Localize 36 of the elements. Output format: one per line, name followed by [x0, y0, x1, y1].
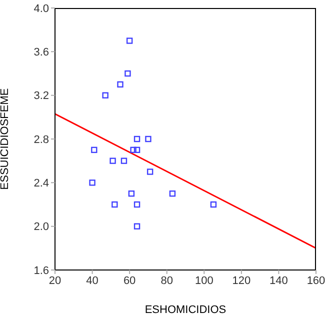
point	[89, 180, 96, 186]
x-tick-label: 160	[306, 274, 325, 287]
point	[126, 38, 133, 44]
point	[112, 201, 118, 208]
y-tick-label: 2.4	[34, 178, 49, 190]
point	[102, 92, 108, 98]
x-axis-title: ESHOMICIDIOS	[144, 304, 226, 316]
point	[120, 158, 128, 164]
x-tick-label: 40	[86, 274, 98, 287]
point	[134, 146, 140, 154]
point	[110, 158, 116, 164]
y-tick-label: 2.8	[34, 134, 49, 146]
point	[124, 70, 131, 77]
y-tick-label: 3.6	[34, 46, 49, 59]
point	[117, 81, 124, 88]
point	[146, 168, 154, 175]
point	[134, 136, 140, 142]
point	[128, 190, 135, 197]
y-tick-label: 1.6	[34, 264, 49, 277]
x-tick-label: 140	[270, 274, 288, 287]
y-axis-title: ESSUICIDIOSFEME	[0, 88, 11, 190]
x-tick-label: 80	[160, 274, 173, 287]
point	[91, 146, 98, 154]
x-tick-label: 60	[123, 274, 136, 287]
point	[134, 223, 140, 230]
point	[134, 201, 140, 208]
point	[130, 146, 136, 154]
point	[145, 136, 152, 142]
y-tick-label: 4.0	[34, 2, 49, 15]
y-tick-label: 2.0	[34, 221, 49, 234]
point	[169, 190, 176, 197]
x-tick-label: 100	[194, 274, 214, 287]
x-tick-label: 20	[48, 274, 62, 287]
x-tick-label: 120	[232, 274, 251, 287]
y-tick-label: 3.2	[34, 90, 49, 102]
point	[210, 201, 217, 208]
